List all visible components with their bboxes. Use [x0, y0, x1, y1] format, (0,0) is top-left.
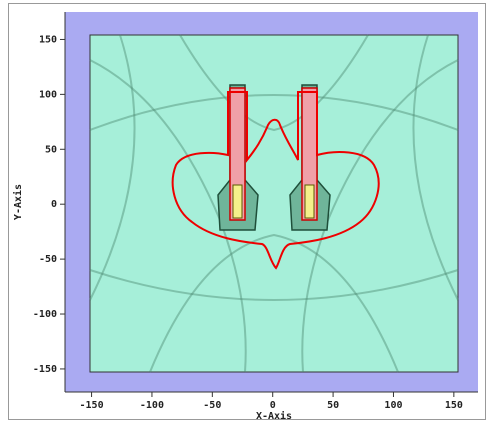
x-axis-title: X-Axis	[256, 410, 292, 422]
field-area	[90, 35, 458, 372]
y-axis-title: Y-Axis	[12, 184, 24, 220]
y-tick-label: 100	[39, 89, 57, 100]
y-tick-label: -150	[33, 364, 57, 375]
x-tick-label: 100	[384, 400, 402, 411]
y-tick-label: 0	[51, 199, 57, 210]
x-tick-label: 50	[327, 400, 339, 411]
x-tick-label: -100	[140, 400, 164, 411]
x-tick-label: 150	[445, 400, 463, 411]
y-tick-label: -50	[39, 254, 57, 265]
x-tick-label: 0	[270, 400, 276, 411]
x-tick-label: -50	[203, 400, 221, 411]
y-tick-label: 150	[39, 34, 57, 45]
x-tick-label: -150	[80, 400, 104, 411]
y-tick-label: 50	[45, 144, 57, 155]
chart: X-Axis Y-Axis -150 -100 -50 0 50 100 150 -150 -1…	[0, 0, 489, 423]
y-tick-label: -100	[33, 309, 57, 320]
